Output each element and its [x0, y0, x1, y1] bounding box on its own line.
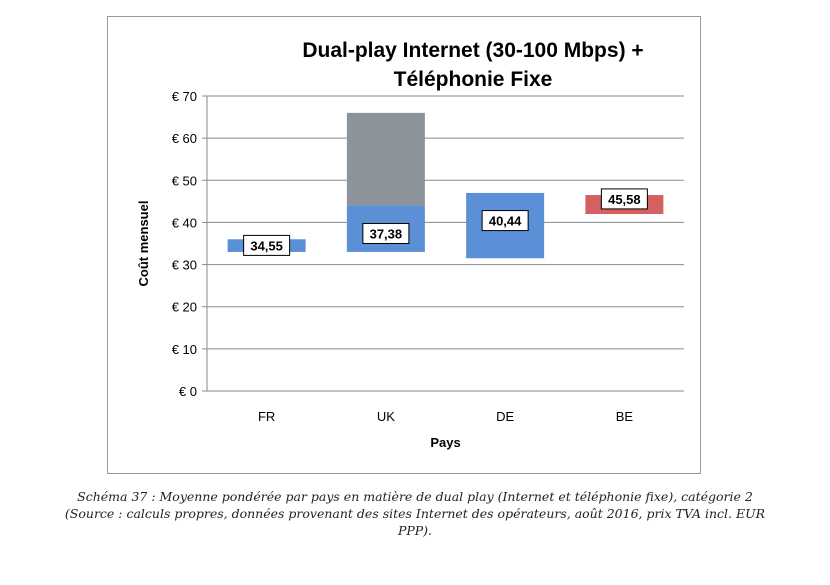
figure-caption: Schéma 37 : Moyenne pondérée par pays en… [0, 488, 830, 539]
data-label-box-fr [243, 234, 291, 256]
chart-title-line-2: Téléphonie Fixe [394, 68, 553, 91]
y-tick-label: € 10 [172, 342, 197, 357]
x-tick-label: UK [377, 409, 395, 424]
y-tick-label: € 60 [172, 131, 197, 146]
data-label-uk: 37,38 [370, 226, 403, 241]
chart-frame: Dual-play Internet (30-100 Mbps) + Téléph… [107, 16, 701, 474]
y-tick-label: € 50 [172, 173, 197, 188]
y-tick-label: € 30 [172, 258, 197, 273]
x-tick-label: DE [496, 409, 514, 424]
y-tick-label: € 40 [172, 215, 197, 230]
data-label-fr: 34,55 [250, 238, 283, 253]
caption-line-3: PPP). [397, 523, 433, 538]
x-axis-label: Pays [430, 435, 460, 450]
x-tick-label: FR [258, 409, 275, 424]
caption-line-1: Schéma 37 : Moyenne pondérée par pays en… [77, 489, 753, 504]
y-tick-label: € 0 [179, 384, 197, 399]
bar-uk-upper [346, 112, 425, 206]
data-label-box-uk [362, 222, 410, 244]
chart-title-line-1: Dual-play Internet (30-100 Mbps) + [302, 39, 643, 62]
y-axis-label: Coût mensuel [136, 201, 151, 287]
data-label-box-be [600, 188, 648, 210]
caption-line-2: (Source : calculs propres, données prove… [64, 506, 766, 521]
y-tick-label: € 20 [172, 300, 197, 315]
data-label-box-de [481, 210, 529, 232]
x-tick-label: BE [616, 409, 634, 424]
data-label-be: 45,58 [608, 192, 641, 207]
y-tick-label: € 70 [172, 89, 197, 104]
chart-svg: Dual-play Internet (30-100 Mbps) + Téléph… [136, 39, 684, 450]
data-label-de: 40,44 [489, 214, 522, 229]
